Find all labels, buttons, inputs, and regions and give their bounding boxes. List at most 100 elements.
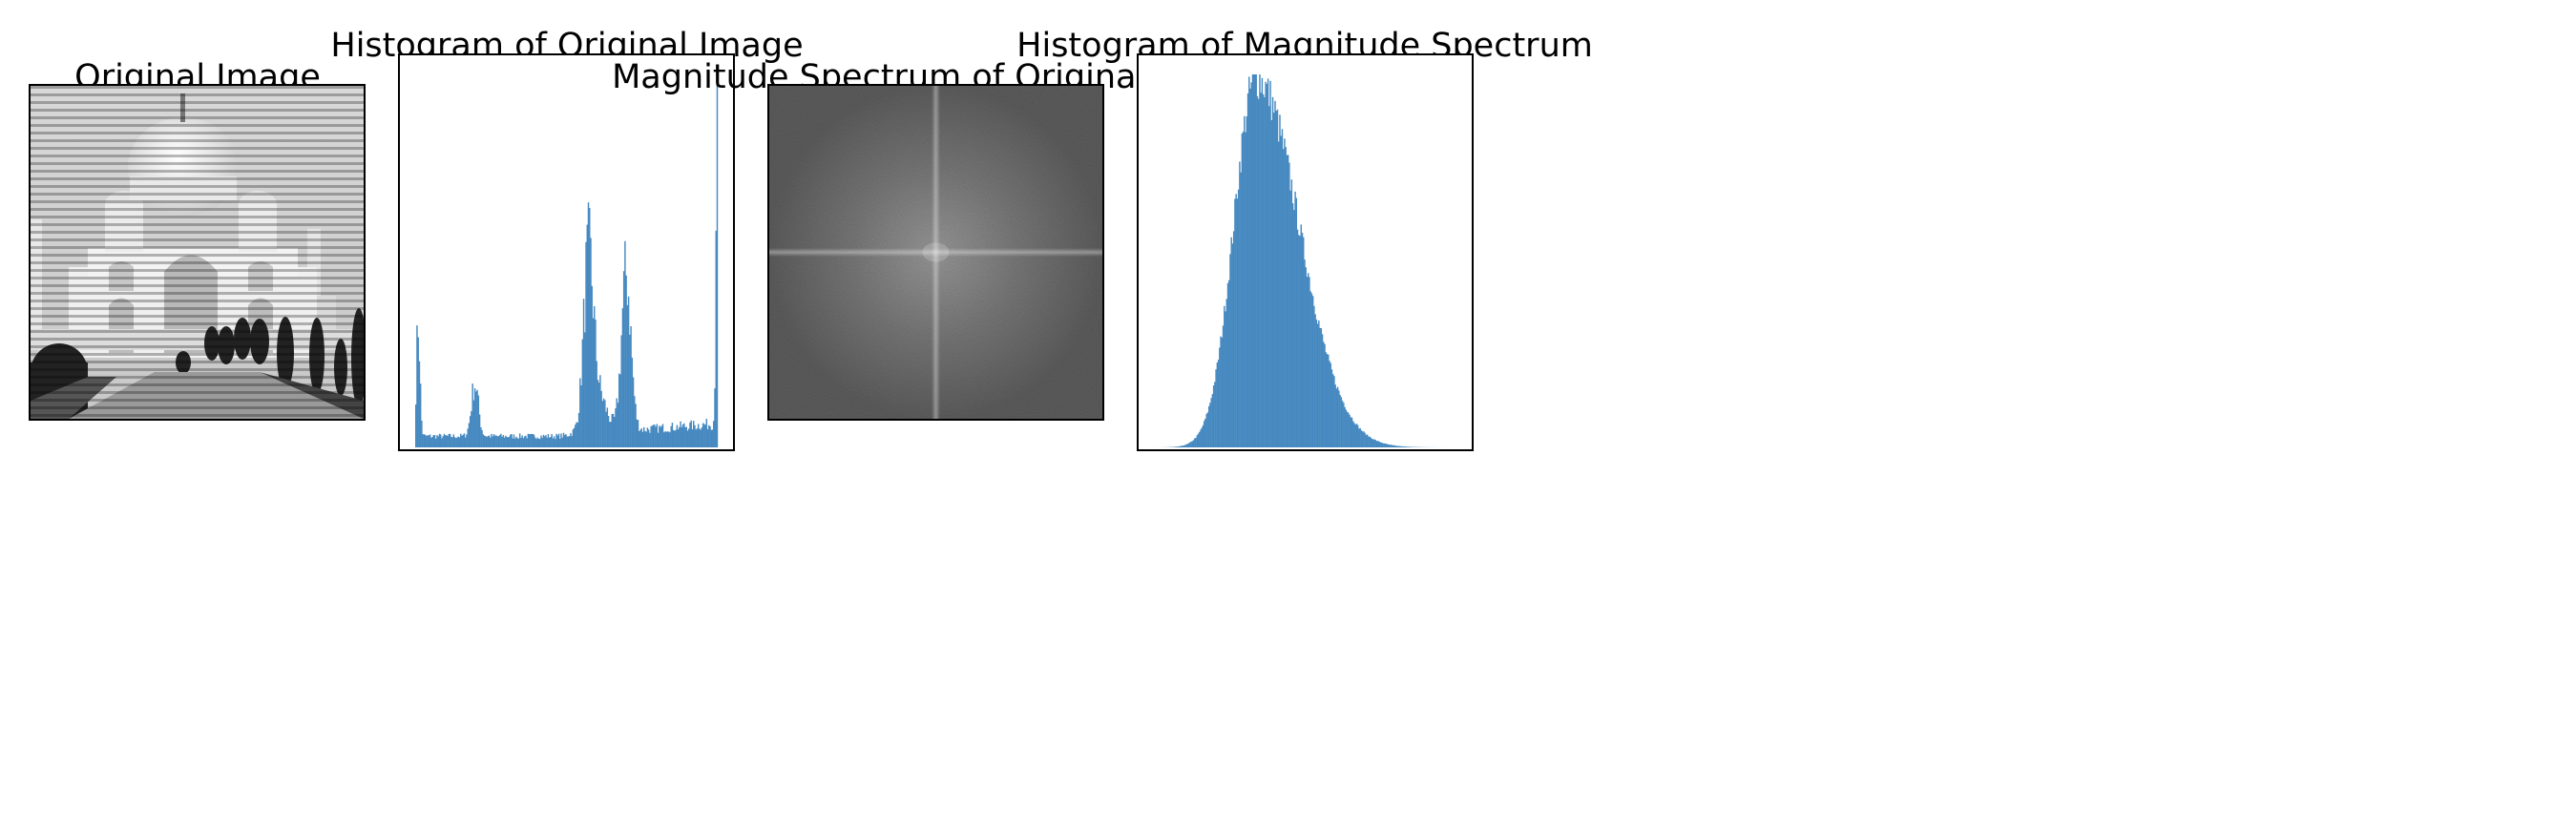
original-image [31, 86, 364, 419]
histogram-original-bar [700, 429, 702, 447]
histogram-original-bar [528, 434, 531, 447]
histogram-spectrum-bar [1315, 319, 1318, 447]
histogram-original-bar [657, 432, 660, 447]
histogram-original-bar [515, 436, 517, 447]
histogram-spectrum-bar [1261, 77, 1264, 447]
histogram-original-bar [485, 436, 487, 447]
histogram-original-bar [630, 326, 632, 447]
histogram-spectrum-bar [1225, 299, 1227, 447]
histogram-original-bar [621, 308, 624, 447]
histogram-spectrum-bar [1384, 443, 1386, 447]
histogram-original-bar [694, 424, 696, 447]
histogram-spectrum-bar [1345, 409, 1348, 447]
histogram-original-bar [492, 434, 495, 447]
histogram-spectrum-bar [1307, 273, 1309, 447]
histogram-original-bar [511, 434, 513, 447]
histogram-spectrum-bar [1286, 155, 1288, 447]
histogram-spectrum-bar [1228, 279, 1230, 447]
histogram-original-bar [661, 424, 664, 447]
histogram-original-bar [675, 429, 677, 447]
histogram-spectrum-bar [1409, 446, 1411, 447]
histogram-original-bar [683, 423, 685, 447]
histogram-spectrum-bar [1319, 327, 1321, 447]
histogram-original-bar [495, 435, 497, 447]
histogram-spectrum-bar [1207, 405, 1210, 447]
histogram-original-bar [695, 429, 697, 447]
histogram-spectrum-bar [1329, 361, 1330, 447]
histogram-spectrum-bar [1229, 254, 1231, 447]
histogram-original-bar [677, 429, 680, 447]
histogram-original-bar [696, 428, 699, 447]
histogram-spectrum-bar [1276, 109, 1279, 447]
histogram-spectrum-bar [1306, 277, 1309, 447]
histogram-spectrum-bar [1216, 362, 1219, 447]
histogram-spectrum-bar [1393, 445, 1395, 447]
histogram-spectrum-bar [1278, 141, 1280, 447]
histogram-spectrum-bar [1232, 231, 1235, 447]
histogram-original-bar [471, 383, 473, 447]
histogram-spectrum-bar [1358, 428, 1360, 447]
histogram-spectrum-bar [1196, 435, 1199, 447]
histogram-original-bar [466, 434, 468, 447]
histogram-original-bar [426, 436, 428, 447]
histogram-original-bar [579, 378, 581, 447]
histogram-original-bar [508, 436, 511, 447]
histogram-original-bar [452, 434, 455, 447]
histogram-original-bar [604, 400, 606, 447]
histogram-spectrum-bar [1303, 237, 1305, 447]
histogram-spectrum-bar [1289, 190, 1291, 448]
histogram-original-bar [634, 396, 636, 447]
histogram-original-axes [398, 53, 735, 451]
histogram-spectrum-bar [1313, 305, 1315, 447]
histogram-spectrum-bar [1236, 198, 1239, 447]
histogram-spectrum-bar [1326, 354, 1329, 447]
histogram-original-bar [552, 438, 555, 447]
histogram-spectrum-bar [1378, 441, 1380, 447]
histogram-spectrum-bar [1334, 384, 1336, 447]
histogram-spectrum-bar [1314, 314, 1316, 447]
histogram-spectrum-bar [1381, 443, 1384, 447]
histogram-spectrum-bar [1269, 80, 1271, 447]
histogram-spectrum-bar [1356, 424, 1359, 447]
histogram-spectrum-bar [1359, 427, 1361, 447]
histogram-spectrum-bar [1301, 233, 1304, 447]
histogram-original-bar [635, 404, 637, 447]
histogram-original-bar [419, 383, 422, 447]
histogram-spectrum-bar [1304, 259, 1306, 447]
histogram-spectrum-bar [1333, 376, 1335, 447]
histogram-original-bar [501, 436, 503, 447]
histogram-original-bar [436, 435, 438, 447]
histogram-spectrum-bar [1179, 445, 1181, 447]
histogram-spectrum-bar [1255, 74, 1257, 447]
histogram-original-bar [530, 433, 532, 447]
histogram-spectrum-bar [1328, 354, 1330, 447]
histogram-spectrum-bar [1202, 424, 1204, 447]
histogram-spectrum-bar [1331, 374, 1334, 447]
histogram-original-plot [415, 74, 719, 447]
histogram-original-bar [486, 437, 488, 447]
histogram-original-bar [551, 433, 553, 447]
histogram-spectrum-bar [1364, 432, 1366, 447]
histogram-spectrum-bar [1224, 305, 1225, 447]
histogram-spectrum-bar [1298, 235, 1300, 447]
histogram-spectrum-bar [1318, 320, 1320, 447]
histogram-spectrum-bar [1310, 293, 1313, 447]
histogram-original-bar [619, 374, 621, 447]
histogram-original-bar [547, 434, 550, 447]
histogram-spectrum-bar [1285, 147, 1287, 447]
histogram-original-bar [472, 400, 475, 447]
histogram-spectrum-bar [1259, 74, 1261, 447]
histogram-original-bar [589, 207, 591, 447]
histogram-original-bar [440, 434, 442, 447]
histogram-spectrum-bar [1324, 343, 1326, 447]
histogram-spectrum-bar [1246, 115, 1248, 448]
histogram-original-bar [616, 398, 618, 447]
histogram-spectrum-bar [1299, 236, 1301, 447]
histogram-original-bar [458, 437, 461, 447]
histogram-original-bar [577, 412, 580, 447]
histogram-original-bar [705, 419, 708, 447]
histogram-original-bar [581, 339, 584, 447]
histogram-original-bar [416, 325, 418, 447]
histogram-original-bar [457, 436, 460, 447]
histogram-spectrum-bar [1402, 445, 1404, 447]
